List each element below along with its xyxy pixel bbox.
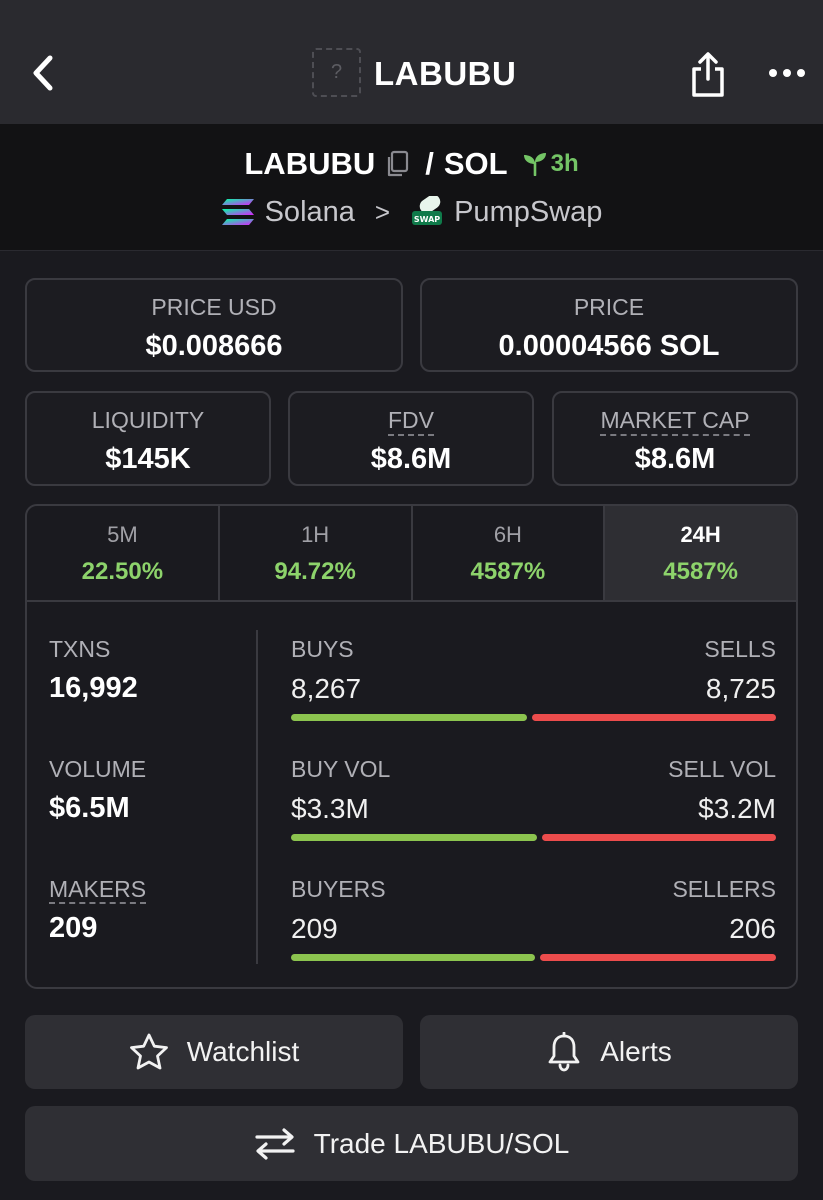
- pair-age-text: 3h: [550, 150, 579, 177]
- sell-vol-label: SELL VOL: [668, 756, 776, 782]
- share-button[interactable]: [686, 48, 730, 100]
- sells-value: 8,725: [705, 673, 776, 704]
- buy-vol-bar: [291, 834, 537, 841]
- sellers-label: SELLERS: [672, 876, 776, 902]
- tab-1h[interactable]: 1H 94.72%: [220, 506, 413, 600]
- pair-quote-token: SOL: [443, 146, 508, 181]
- tab-label: 1H: [301, 522, 330, 547]
- fdv-value: $8.6M: [370, 443, 452, 475]
- tab-24h[interactable]: 24H 4587%: [605, 506, 796, 600]
- makers-label-text: MAKERS: [49, 876, 147, 904]
- fdv-label-text: FDV: [388, 407, 434, 436]
- txns-label: TXNS: [49, 636, 111, 662]
- tab-change: 4587%: [470, 558, 546, 585]
- watchlist-button[interactable]: Watchlist: [25, 1015, 403, 1089]
- pair-base-token: LABUBU: [244, 146, 376, 181]
- buy-vol-value: $3.3M: [291, 793, 369, 824]
- buyers-bar: [291, 954, 535, 961]
- svg-text:SWAP: SWAP: [414, 215, 440, 224]
- sellers-bar: [540, 954, 776, 961]
- back-button[interactable]: [22, 50, 62, 96]
- alerts-button[interactable]: Alerts: [420, 1015, 798, 1089]
- buyers-label: BUYERS: [291, 876, 386, 902]
- tab-5m[interactable]: 5M 22.50%: [27, 506, 220, 600]
- buyers-value: 209: [291, 913, 338, 944]
- sellers-value: 206: [729, 913, 776, 944]
- top-bar: ? LABUBU: [0, 0, 823, 124]
- makers-label[interactable]: MAKERS: [49, 876, 147, 904]
- column-divider: [256, 630, 258, 964]
- price-native-value: 0.00004566 SOL: [498, 330, 720, 362]
- pair-separator: /: [425, 146, 434, 181]
- txns-value: 16,992: [49, 672, 138, 704]
- tab-change: 94.72%: [274, 558, 356, 585]
- page-title: LABUBU: [374, 55, 517, 92]
- share-icon: [692, 52, 724, 97]
- market-cap-value: $8.6M: [634, 443, 716, 475]
- tab-label: 24H: [680, 522, 721, 547]
- watchlist-label: Watchlist: [186, 1036, 300, 1067]
- pair-header: LABUBU / SOL 3h: [0, 124, 823, 251]
- buys-bar: [291, 714, 527, 721]
- chain-dex-row: Solana > SWAP PumpSwap: [0, 192, 823, 232]
- price-usd-label: PRICE USD: [151, 294, 277, 320]
- market-cap-label-text: MARKET CAP: [600, 407, 750, 436]
- liquidity-label: LIQUIDITY: [91, 407, 205, 433]
- timeframe-tabs: 5M 22.50% 1H 94.72% 6H 4587% 24H 4587%: [27, 506, 796, 602]
- volume-label: VOLUME: [49, 756, 147, 782]
- star-icon: [129, 1033, 168, 1070]
- chain-name: Solana: [264, 195, 355, 228]
- fdv-label: FDV: [290, 407, 532, 436]
- summary-column: TXNS 16,992 VOLUME $6.5M MAKERS 209: [49, 602, 259, 987]
- price-usd-card: PRICE USD $0.008666: [25, 278, 403, 372]
- pumpswap-icon: SWAP: [412, 196, 443, 225]
- liquidity-value: $145K: [105, 443, 191, 475]
- chevron-right-icon: >: [374, 196, 391, 227]
- copy-icon: [388, 150, 409, 177]
- tab-label: 6H: [493, 522, 522, 547]
- alerts-label: Alerts: [600, 1036, 672, 1067]
- market-cap-label: MARKET CAP: [554, 407, 796, 436]
- buys-label: BUYS: [291, 636, 354, 662]
- price-native-card: PRICE 0.00004566 SOL: [420, 278, 798, 372]
- liquidity-card: LIQUIDITY $145K: [25, 391, 271, 486]
- tab-change: 4587%: [663, 558, 738, 585]
- sprout-icon: [523, 153, 546, 176]
- sells-bar: [532, 714, 776, 721]
- more-horizontal-icon: [769, 69, 805, 77]
- fdv-card[interactable]: FDV $8.6M: [288, 391, 534, 486]
- tab-change: 22.50%: [81, 558, 164, 585]
- sell-vol-value: $3.2M: [698, 793, 776, 824]
- swap-arrows-icon: [255, 1127, 295, 1160]
- pair-age-badge: 3h: [522, 150, 579, 178]
- chevron-left-icon: [33, 55, 53, 91]
- dex-name: PumpSwap: [454, 195, 603, 228]
- buyers-ratio-bar: [291, 954, 776, 961]
- pair-name-row: LABUBU / SOL 3h: [0, 144, 823, 184]
- price-usd-value: $0.008666: [145, 330, 283, 362]
- buy-vol-label: BUY VOL: [291, 756, 391, 782]
- more-options-button[interactable]: [765, 56, 809, 90]
- bell-icon: [548, 1032, 580, 1072]
- trade-button[interactable]: Trade LABUBU/SOL: [25, 1106, 798, 1181]
- chain-link[interactable]: Solana: [221, 196, 355, 229]
- stats-panel: 5M 22.50% 1H 94.72% 6H 4587% 24H 4587% T…: [25, 504, 798, 989]
- makers-value: 209: [49, 912, 98, 944]
- token-logo-placeholder: ?: [312, 48, 361, 97]
- buys-sells-ratio-bar: [291, 714, 776, 721]
- solana-icon: [221, 199, 254, 225]
- price-native-label: PRICE: [573, 294, 645, 320]
- sell-vol-bar: [542, 834, 776, 841]
- volume-value: $6.5M: [49, 792, 130, 824]
- sells-label: SELLS: [704, 636, 776, 662]
- buys-value: 8,267: [291, 673, 362, 704]
- trade-label: Trade LABUBU/SOL: [313, 1127, 570, 1159]
- tab-6h[interactable]: 6H 4587%: [413, 506, 606, 600]
- tab-label: 5M: [107, 522, 138, 547]
- market-cap-card[interactable]: MARKET CAP $8.6M: [552, 391, 798, 486]
- dex-link[interactable]: SWAP PumpSwap: [410, 196, 602, 229]
- volume-ratio-bar: [291, 834, 776, 841]
- copy-address-button[interactable]: [385, 150, 409, 178]
